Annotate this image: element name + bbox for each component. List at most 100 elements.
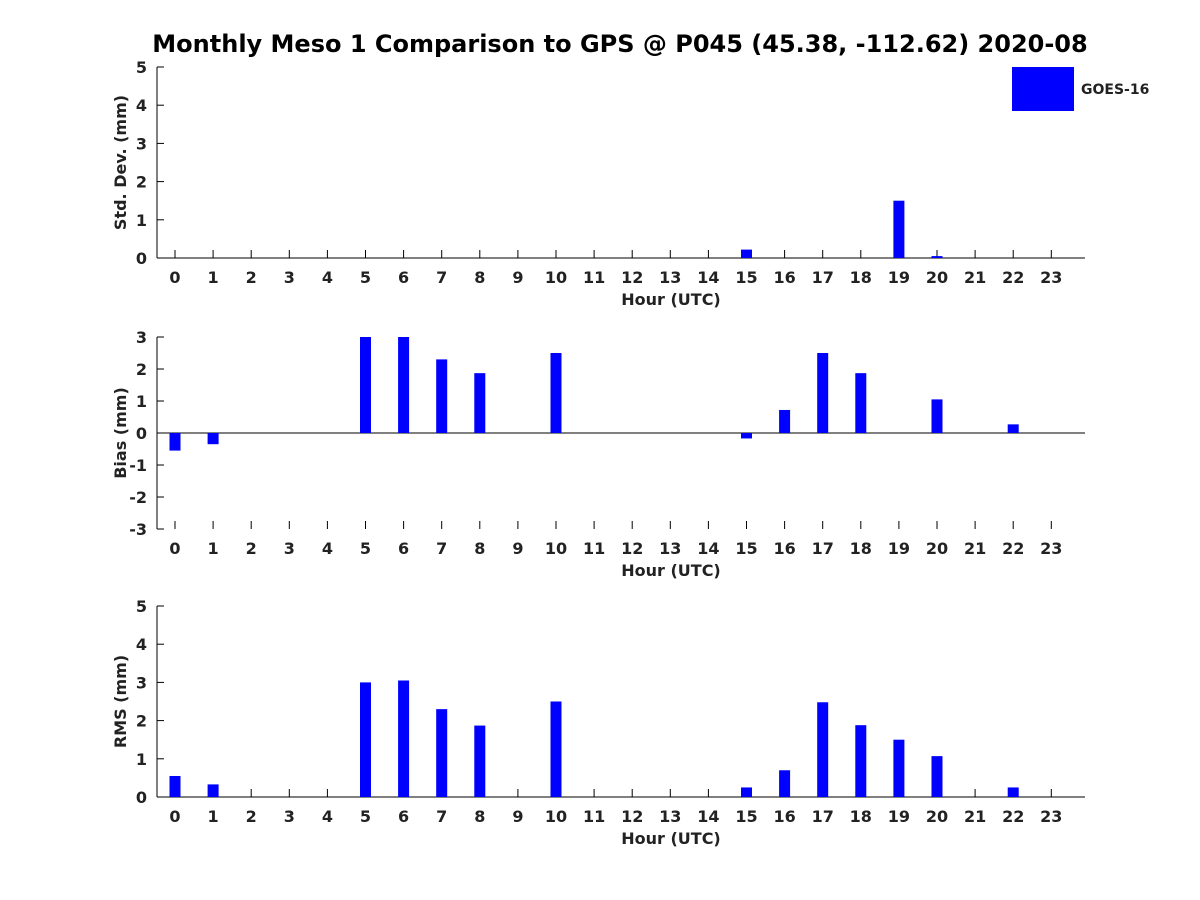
bar-hour-20	[931, 399, 943, 433]
x-tick-label: 13	[659, 268, 681, 287]
bar-hour-1	[207, 784, 219, 797]
y-tick-label: 5	[136, 58, 147, 77]
x-tick-label: 6	[398, 268, 409, 287]
x-tick-label: 3	[284, 807, 295, 826]
x-tick-label: 11	[583, 268, 605, 287]
y-tick-label: 0	[136, 424, 147, 443]
x-tick-label: 7	[436, 539, 447, 558]
x-tick-label: 3	[284, 268, 295, 287]
x-tick-label: 1	[208, 807, 219, 826]
legend-label: GOES-16	[1081, 82, 1149, 98]
x-tick-label: 3	[284, 539, 295, 558]
bar-hour-0	[169, 433, 181, 451]
bar-hour-0	[169, 775, 181, 797]
y-tick-label: 4	[136, 96, 147, 115]
x-tick-label: 4	[322, 268, 333, 287]
bar-hour-10	[550, 701, 562, 797]
x-tick-label: 17	[812, 807, 834, 826]
x-tick-label: 6	[398, 807, 409, 826]
x-tick-label: 7	[436, 807, 447, 826]
x-tick-label: 22	[1002, 268, 1024, 287]
x-tick-label: 16	[773, 807, 795, 826]
x-tick-label: 10	[545, 268, 567, 287]
x-tick-label: 14	[697, 268, 719, 287]
x-tick-label: 17	[812, 539, 834, 558]
x-tick-label: 19	[888, 807, 910, 826]
x-tick-label: 0	[169, 268, 180, 287]
x-tick-label: 23	[1040, 268, 1062, 287]
y-tick-label: 4	[136, 635, 147, 654]
bar-hour-17	[817, 353, 829, 433]
chart-title: Monthly Meso 1 Comparison to GPS @ P045 …	[152, 30, 1088, 58]
x-tick-label: 4	[322, 807, 333, 826]
bar-hour-22	[1007, 787, 1019, 797]
x-tick-label: 10	[545, 807, 567, 826]
x-tick-label: 15	[735, 807, 757, 826]
x-tick-label: 22	[1002, 807, 1024, 826]
bar-hour-22	[1007, 424, 1019, 433]
bar-hour-15	[741, 433, 752, 439]
x-tick-label: 19	[888, 268, 910, 287]
bar-hour-8	[474, 373, 486, 433]
x-tick-label: 9	[512, 268, 523, 287]
x-tick-label: 5	[360, 807, 371, 826]
y-tick-label: -3	[129, 520, 147, 539]
y-tick-label: 1	[136, 211, 147, 230]
x-tick-label: 6	[398, 539, 409, 558]
x-tick-label: 4	[322, 539, 333, 558]
bar-hour-18	[855, 373, 867, 433]
x-tick-label: 9	[512, 807, 523, 826]
bar-hour-7	[436, 709, 448, 797]
legend-swatch	[1012, 67, 1074, 111]
bar-hour-16	[779, 409, 791, 433]
x-tick-label: 19	[888, 539, 910, 558]
y-tick-label: 2	[136, 173, 147, 192]
x-tick-label: 14	[697, 807, 719, 826]
bar-hour-6	[398, 337, 410, 433]
x-tick-label: 2	[246, 807, 257, 826]
bar-hour-16	[779, 770, 791, 797]
bar-hour-20	[931, 256, 943, 258]
x-tick-label: 17	[812, 268, 834, 287]
x-tick-label: 5	[360, 539, 371, 558]
bar-hour-5	[360, 682, 371, 797]
x-tick-label: 13	[659, 539, 681, 558]
x-tick-label: 0	[169, 807, 180, 826]
x-tick-label: 18	[850, 539, 872, 558]
x-tick-label: 14	[697, 539, 719, 558]
bar-hour-7	[436, 359, 448, 433]
bar-hour-15	[741, 787, 752, 797]
y-axis-label: RMS (mm)	[111, 655, 130, 748]
y-axis-label: Std. Dev. (mm)	[111, 95, 130, 230]
x-tick-label: 11	[583, 807, 605, 826]
y-tick-label: 0	[136, 249, 147, 268]
x-tick-label: 2	[246, 268, 257, 287]
x-tick-label: 20	[926, 807, 948, 826]
bar-hour-6	[398, 680, 410, 797]
x-tick-label: 23	[1040, 539, 1062, 558]
x-tick-label: 8	[474, 268, 485, 287]
y-tick-label: 2	[136, 712, 147, 731]
bar-hour-5	[360, 337, 371, 433]
x-tick-label: 5	[360, 268, 371, 287]
bar-hour-19	[893, 739, 905, 797]
y-tick-label: -1	[129, 456, 147, 475]
x-tick-label: 20	[926, 268, 948, 287]
x-tick-label: 16	[773, 539, 795, 558]
y-tick-label: 0	[136, 788, 147, 807]
x-tick-label: 21	[964, 268, 986, 287]
x-tick-label: 23	[1040, 807, 1062, 826]
x-tick-label: 8	[474, 539, 485, 558]
y-tick-label: 3	[136, 328, 147, 347]
bar-hour-10	[550, 353, 562, 433]
y-tick-label: 1	[136, 750, 147, 769]
bar-hour-20	[931, 756, 943, 797]
x-tick-label: 0	[169, 539, 180, 558]
x-tick-label: 1	[208, 268, 219, 287]
x-tick-label: 2	[246, 539, 257, 558]
x-tick-label: 22	[1002, 539, 1024, 558]
x-tick-label: 12	[621, 268, 643, 287]
bar-hour-18	[855, 725, 867, 797]
